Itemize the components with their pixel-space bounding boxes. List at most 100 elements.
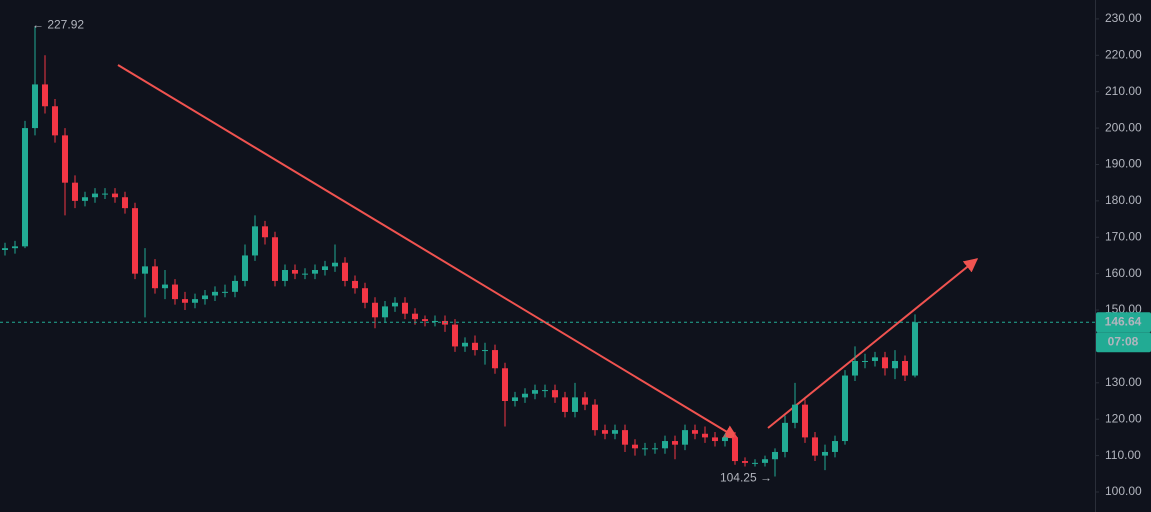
y-tick-label: 220.00 [1105,47,1142,61]
y-tick-label: 230.00 [1105,11,1142,25]
candle-body [602,430,608,434]
candle-body [62,135,68,183]
y-tick-label: 190.00 [1105,157,1142,171]
candle-body [632,444,638,449]
candle-body [772,451,778,460]
candle-body [852,360,858,376]
candle-body [662,441,668,449]
candle-body [242,255,248,281]
candle-body [42,84,48,107]
y-tick-label: 110.00 [1105,448,1141,462]
candle-body [902,360,908,376]
candle-body [362,288,368,303]
candle-body [592,404,598,431]
candle-body [232,280,238,292]
candle-body [342,262,348,281]
candle-body [652,448,658,450]
candle-body [442,320,448,325]
y-tick-label: 130.00 [1105,375,1142,389]
candle-body [862,360,868,362]
candle-body [152,266,158,289]
candle-body [222,291,228,293]
candle-body [712,437,718,442]
candle-body [292,270,298,274]
candle-body [252,226,258,256]
candle-body [352,280,358,289]
candle-body [112,193,118,198]
candle-body [672,441,678,445]
candle-body [282,270,288,281]
candle-body [432,320,438,322]
candle-body [682,430,688,445]
candle-body [642,448,648,450]
candle-body [752,462,758,464]
candle-body [692,430,698,434]
candle-body [792,404,798,423]
candle-body [272,237,278,281]
candle-body [622,430,628,445]
candle-body [572,397,578,412]
candle-body [82,197,88,201]
candle-body [552,390,558,398]
trend-arrow [767,258,979,429]
candle-body [842,375,848,442]
candle-body [402,302,408,314]
candle-body [322,266,328,271]
low-label: 104.25 → [720,471,772,485]
candle-body [892,360,898,369]
candle-body [372,302,378,318]
candle-body [452,324,458,347]
candle-body [722,437,728,442]
last-price-label: 146.64 [1105,314,1142,328]
candle-body [392,302,398,307]
candle-body [782,422,788,452]
candle-body [52,106,58,136]
candle-body [12,246,18,249]
candle-body [532,390,538,394]
candle-body [522,393,528,398]
candle-body [382,306,388,318]
candle-body [832,441,838,452]
y-tick-label: 100.00 [1105,484,1142,498]
candle-body [822,451,828,456]
candle-body [702,433,708,438]
candle-body [802,404,808,438]
candle-body [882,357,888,369]
candle-body [312,270,318,274]
candle-body [22,128,28,247]
candle-body [92,193,98,198]
candle-body [262,226,268,238]
countdown-label: 07:08 [1108,334,1139,348]
candle-body [492,350,498,369]
y-tick-label: 200.00 [1105,120,1142,134]
candle-body [732,437,738,462]
candle-body [742,461,748,463]
high-label: ← 227.92 [32,18,84,32]
candle-body [612,430,618,434]
candle-body [142,266,148,274]
candle-body [182,299,188,303]
candle-body [912,322,918,376]
trend-arrow [117,64,739,439]
candle-body [2,248,8,250]
candle-body [512,397,518,402]
candle-body [122,197,128,209]
candle-body [212,291,218,296]
y-tick-label: 180.00 [1105,193,1142,207]
y-tick-label: 160.00 [1105,266,1142,280]
candle-body [542,390,548,392]
candle-body [482,350,488,352]
candle-body [872,357,878,361]
candle-body [502,368,508,402]
countdown-box [1096,332,1151,353]
y-tick-label: 120.00 [1105,411,1142,425]
candle-body [462,342,468,347]
candle-body [332,262,338,267]
candle-body [472,342,478,351]
candle-body [412,313,418,320]
candle-body [562,397,568,412]
candle-body [422,319,428,321]
candle-body [172,284,178,300]
